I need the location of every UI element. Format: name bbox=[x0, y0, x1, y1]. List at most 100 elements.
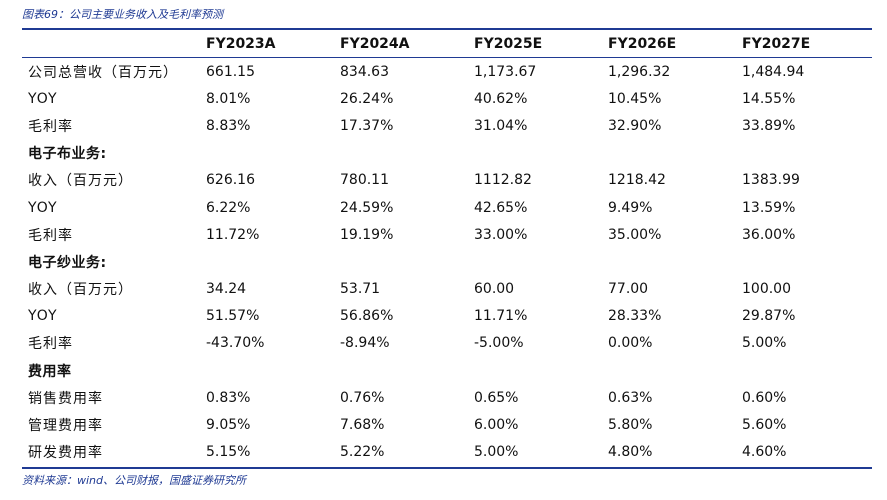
value-cell: 1,484.94 bbox=[742, 63, 805, 80]
table-row: YOY 6.22% 24.59% 42.65% 9.49% 13.59% bbox=[22, 194, 872, 221]
section-label: 电子纱业务: bbox=[28, 254, 107, 271]
value-cell: 5.00% bbox=[742, 335, 787, 352]
value-cell: 5.60% bbox=[742, 417, 787, 434]
value-cell: 9.05% bbox=[206, 417, 251, 434]
value-cell: 0.83% bbox=[206, 389, 251, 406]
table-row: 收入（百万元） 626.16 780.11 1112.82 1218.42 1383.99 bbox=[22, 167, 872, 194]
column-header: FY2024A bbox=[340, 36, 410, 52]
row-label: 公司总营收（百万元） bbox=[28, 64, 178, 81]
value-cell: 5.00% bbox=[474, 444, 519, 461]
row-label: 毛利率 bbox=[28, 118, 73, 135]
figure-caption: 图表69：公司主要业务收入及毛利率预测 bbox=[22, 8, 223, 21]
value-cell: 13.59% bbox=[742, 199, 796, 216]
table-row: YOY 8.01% 26.24% 40.62% 10.45% 14.55% bbox=[22, 85, 872, 112]
value-cell: -8.94% bbox=[340, 335, 390, 352]
column-header: FY2027E bbox=[742, 36, 811, 52]
section-row: 费用率 bbox=[22, 357, 872, 384]
value-cell: 10.45% bbox=[608, 90, 662, 107]
value-cell: 1218.42 bbox=[608, 172, 666, 189]
bottom-rule bbox=[22, 467, 872, 469]
value-cell: 1,173.67 bbox=[474, 63, 537, 80]
value-cell: 60.00 bbox=[474, 281, 515, 298]
row-label: 收入（百万元） bbox=[28, 282, 133, 299]
value-cell: 661.15 bbox=[206, 63, 255, 80]
value-cell: 42.65% bbox=[474, 199, 528, 216]
row-label: YOY bbox=[28, 90, 58, 107]
row-label: YOY bbox=[28, 308, 58, 325]
value-cell: 34.24 bbox=[206, 281, 247, 298]
value-cell: 6.00% bbox=[474, 417, 519, 434]
value-cell: 100.00 bbox=[742, 281, 791, 298]
value-cell: 14.55% bbox=[742, 90, 796, 107]
value-cell: 35.00% bbox=[608, 226, 662, 243]
value-cell: -5.00% bbox=[474, 335, 524, 352]
value-cell: 834.63 bbox=[340, 63, 389, 80]
value-cell: 0.63% bbox=[608, 389, 653, 406]
value-cell: 36.00% bbox=[742, 226, 796, 243]
value-cell: 11.72% bbox=[206, 226, 260, 243]
value-cell: 1,296.32 bbox=[608, 63, 671, 80]
value-cell: 11.71% bbox=[474, 308, 528, 325]
header-row: FY2023A FY2024A FY2025E FY2026E FY2027E bbox=[22, 31, 872, 58]
value-cell: 26.24% bbox=[340, 90, 394, 107]
table-row: 公司总营收（百万元） 661.15 834.63 1,173.67 1,296.32 1,… bbox=[22, 58, 872, 86]
row-label: 销售费用率 bbox=[28, 390, 103, 407]
value-cell: 5.15% bbox=[206, 444, 251, 461]
value-cell: 8.83% bbox=[206, 117, 251, 134]
value-cell: 7.68% bbox=[340, 417, 385, 434]
value-cell: 32.90% bbox=[608, 117, 662, 134]
value-cell: 4.60% bbox=[742, 444, 787, 461]
value-cell: 1112.82 bbox=[474, 172, 532, 189]
table-row: 研发费用率 5.15% 5.22% 5.00% 4.80% 4.60% bbox=[22, 439, 872, 466]
table-row: 管理费用率 9.05% 7.68% 6.00% 5.80% 5.60% bbox=[22, 411, 872, 438]
value-cell: 0.60% bbox=[742, 389, 787, 406]
row-label: 研发费用率 bbox=[28, 445, 103, 462]
row-label: 收入（百万元） bbox=[28, 173, 133, 190]
value-cell: 51.57% bbox=[206, 308, 260, 325]
section-label: 费用率 bbox=[28, 363, 72, 380]
row-label: 毛利率 bbox=[28, 227, 73, 244]
table-row: YOY 51.57% 56.86% 11.71% 28.33% 29.87% bbox=[22, 303, 872, 330]
value-cell: 0.65% bbox=[474, 389, 519, 406]
value-cell: 9.49% bbox=[608, 199, 653, 216]
header-label-cell bbox=[22, 31, 206, 58]
value-cell: 0.76% bbox=[340, 389, 385, 406]
column-header: FY2025E bbox=[474, 36, 543, 52]
forecast-table: FY2023A FY2024A FY2025E FY2026E FY2027E … bbox=[22, 31, 872, 466]
section-row: 电子纱业务: bbox=[22, 248, 872, 275]
value-cell: 53.71 bbox=[340, 281, 381, 298]
value-cell: 56.86% bbox=[340, 308, 394, 325]
value-cell: 5.80% bbox=[608, 417, 653, 434]
value-cell: 24.59% bbox=[340, 199, 394, 216]
row-label: 毛利率 bbox=[28, 336, 73, 353]
value-cell: 40.62% bbox=[474, 90, 528, 107]
table-row: 毛利率 8.83% 17.37% 31.04% 32.90% 33.89% bbox=[22, 112, 872, 139]
value-cell: 4.80% bbox=[608, 444, 653, 461]
value-cell: 31.04% bbox=[474, 117, 528, 134]
value-cell: 29.87% bbox=[742, 308, 796, 325]
value-cell: 77.00 bbox=[608, 281, 649, 298]
column-header: FY2023A bbox=[206, 36, 276, 52]
row-label: 管理费用率 bbox=[28, 418, 103, 435]
section-label: 电子布业务: bbox=[28, 146, 107, 163]
table-row: 毛利率 -43.70% -8.94% -5.00% 0.00% 5.00% bbox=[22, 330, 872, 357]
value-cell: 626.16 bbox=[206, 172, 255, 189]
table-row: 收入（百万元） 34.24 53.71 60.00 77.00 100.00 bbox=[22, 276, 872, 303]
value-cell: 6.22% bbox=[206, 199, 251, 216]
value-cell: 19.19% bbox=[340, 226, 394, 243]
value-cell: 33.00% bbox=[474, 226, 528, 243]
table-row: 毛利率 11.72% 19.19% 33.00% 35.00% 36.00% bbox=[22, 221, 872, 248]
table-body: 公司总营收（百万元） 661.15 834.63 1,173.67 1,296.32 1,… bbox=[22, 58, 872, 466]
value-cell: 5.22% bbox=[340, 444, 385, 461]
value-cell: 0.00% bbox=[608, 335, 653, 352]
section-row: 电子布业务: bbox=[22, 140, 872, 167]
value-cell: 1383.99 bbox=[742, 172, 800, 189]
table-row: 销售费用率 0.83% 0.76% 0.65% 0.63% 0.60% bbox=[22, 384, 872, 411]
value-cell: 33.89% bbox=[742, 117, 796, 134]
value-cell: 780.11 bbox=[340, 172, 389, 189]
source-note: 资料来源：wind、公司财报，国盛证券研究所 bbox=[22, 474, 247, 487]
value-cell: 8.01% bbox=[206, 90, 251, 107]
value-cell: 17.37% bbox=[340, 117, 394, 134]
column-header: FY2026E bbox=[608, 36, 677, 52]
row-label: YOY bbox=[28, 199, 58, 216]
